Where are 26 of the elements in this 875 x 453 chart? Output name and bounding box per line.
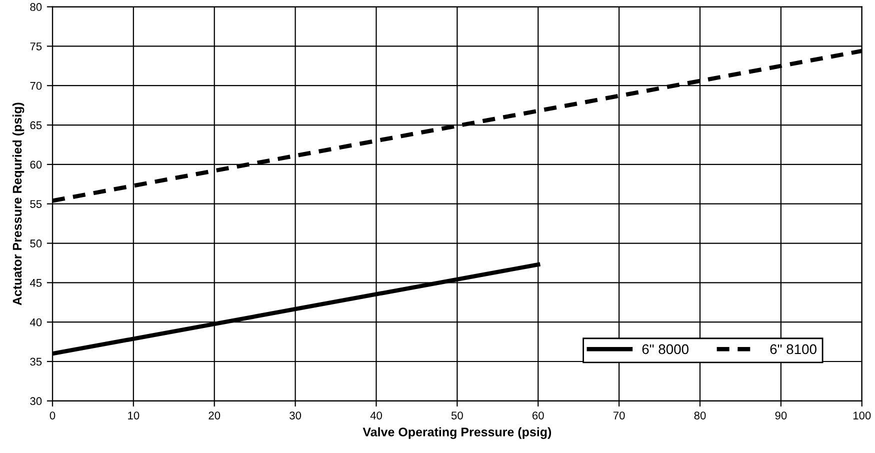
y-tick-label: 45 <box>30 279 42 287</box>
y-tick-label: 40 <box>30 318 42 326</box>
y-tick-label: 35 <box>30 358 42 366</box>
y-tick-label: 80 <box>30 3 42 11</box>
y-tick-label: 55 <box>30 200 42 208</box>
legend-label: 6" 8000 <box>642 344 688 354</box>
x-tick-label: 30 <box>290 412 302 420</box>
x-axis-title: Valve Operating Pressure (psig) <box>362 427 552 439</box>
y-tick-label: 50 <box>30 240 42 248</box>
x-tick-label: 60 <box>532 412 544 420</box>
x-tick-label: 50 <box>451 412 463 420</box>
y-axis-title: Actuator Pressure Requried (psig) <box>12 102 24 306</box>
x-tick-label: 10 <box>128 412 140 420</box>
y-tick-label: 70 <box>30 82 42 90</box>
y-tick-label: 60 <box>30 160 42 169</box>
x-tick-label: 100 <box>853 412 871 420</box>
legend-label: 6" 8100 <box>770 344 816 354</box>
y-tick-label: 30 <box>30 397 42 406</box>
x-tick-label: 40 <box>370 412 382 420</box>
x-tick-label: 20 <box>208 412 220 420</box>
x-tick-label: 0 <box>50 412 56 420</box>
x-tick-label: 80 <box>694 412 706 420</box>
x-tick-label: 70 <box>613 412 625 420</box>
x-tick-label: 90 <box>775 412 787 420</box>
y-tick-label: 75 <box>30 42 42 50</box>
y-tick-label: 65 <box>30 121 42 130</box>
